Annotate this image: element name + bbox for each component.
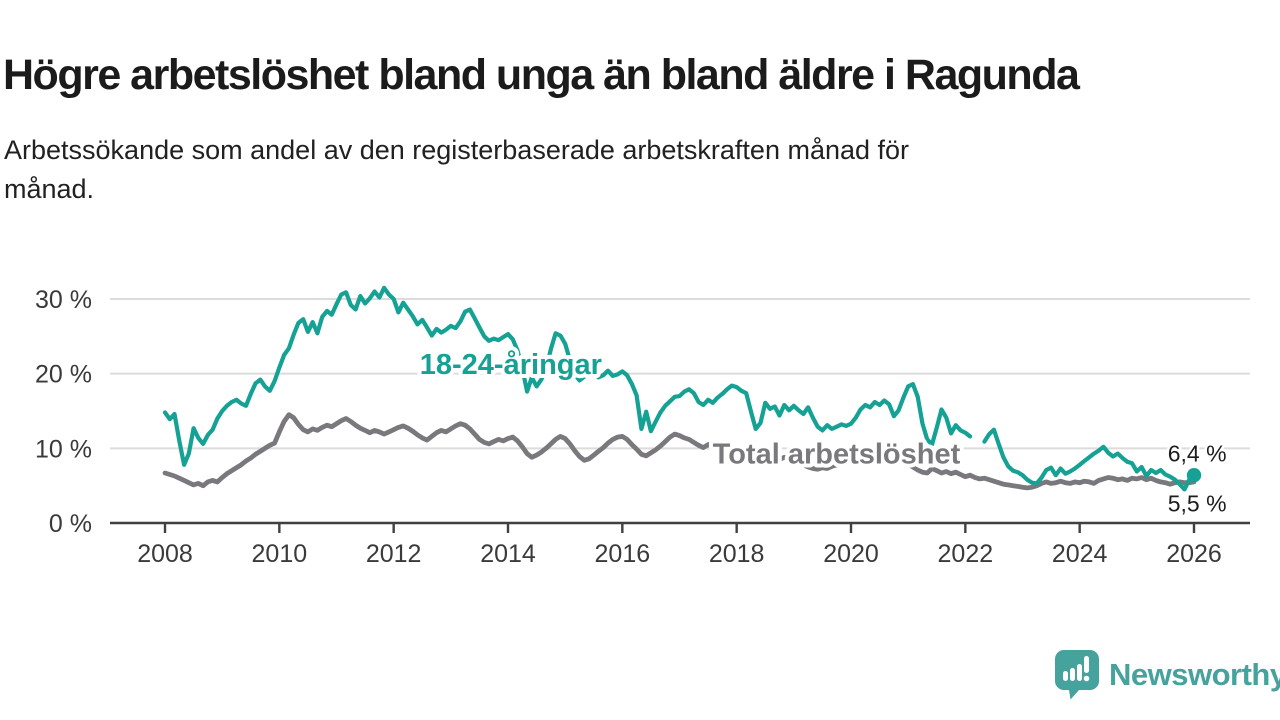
x-axis-label-2016: 2016 [595,540,651,568]
page-subtitle: Arbetssökande som andel av den registerb… [4,131,1204,209]
x-axis-label-2008: 2008 [137,540,193,568]
series-line-Total arbetslöshet [162,412,1197,491]
newsworthy-bubble-chart-icon [1055,650,1099,700]
subtitle-line-2: månad. [4,174,95,204]
newsworthy-logo: Newsworthy [1055,650,1280,700]
series-line-18-24-åringar [982,427,1197,492]
y-axis-label-20: 20 % [35,361,92,389]
series-label-youth: 18-24-åringar [420,349,602,381]
end-label-youth: 6,4 % [1168,441,1227,467]
series-label-total: Total arbetslöshet [713,439,961,471]
y-axis-label-0: 0 % [49,510,92,538]
x-axis-label-2014: 2014 [480,540,536,568]
page-title: Högre arbetslöshet bland unga än bland ä… [3,50,1080,99]
y-axis-label-10: 10 % [35,435,92,463]
x-axis-label-2018: 2018 [709,540,765,568]
newsworthy-wordmark: Newsworthy [1109,657,1280,692]
x-axis-label-2020: 2020 [823,540,879,568]
y-axis-label-30: 30 % [35,286,92,314]
end-dot-youth [1186,468,1202,483]
x-axis-label-2024: 2024 [1052,540,1108,568]
x-axis-label-2022: 2022 [938,540,994,568]
x-axis-label-2026: 2026 [1166,540,1222,568]
end-label-total: 5,5 % [1168,491,1227,517]
x-axis-label-2010: 2010 [252,540,308,568]
x-axis-label-2012: 2012 [366,540,422,568]
series-line-18-24-åringar [162,285,973,467]
subtitle-line-1: Arbetssökande som andel av den registerb… [4,135,910,165]
